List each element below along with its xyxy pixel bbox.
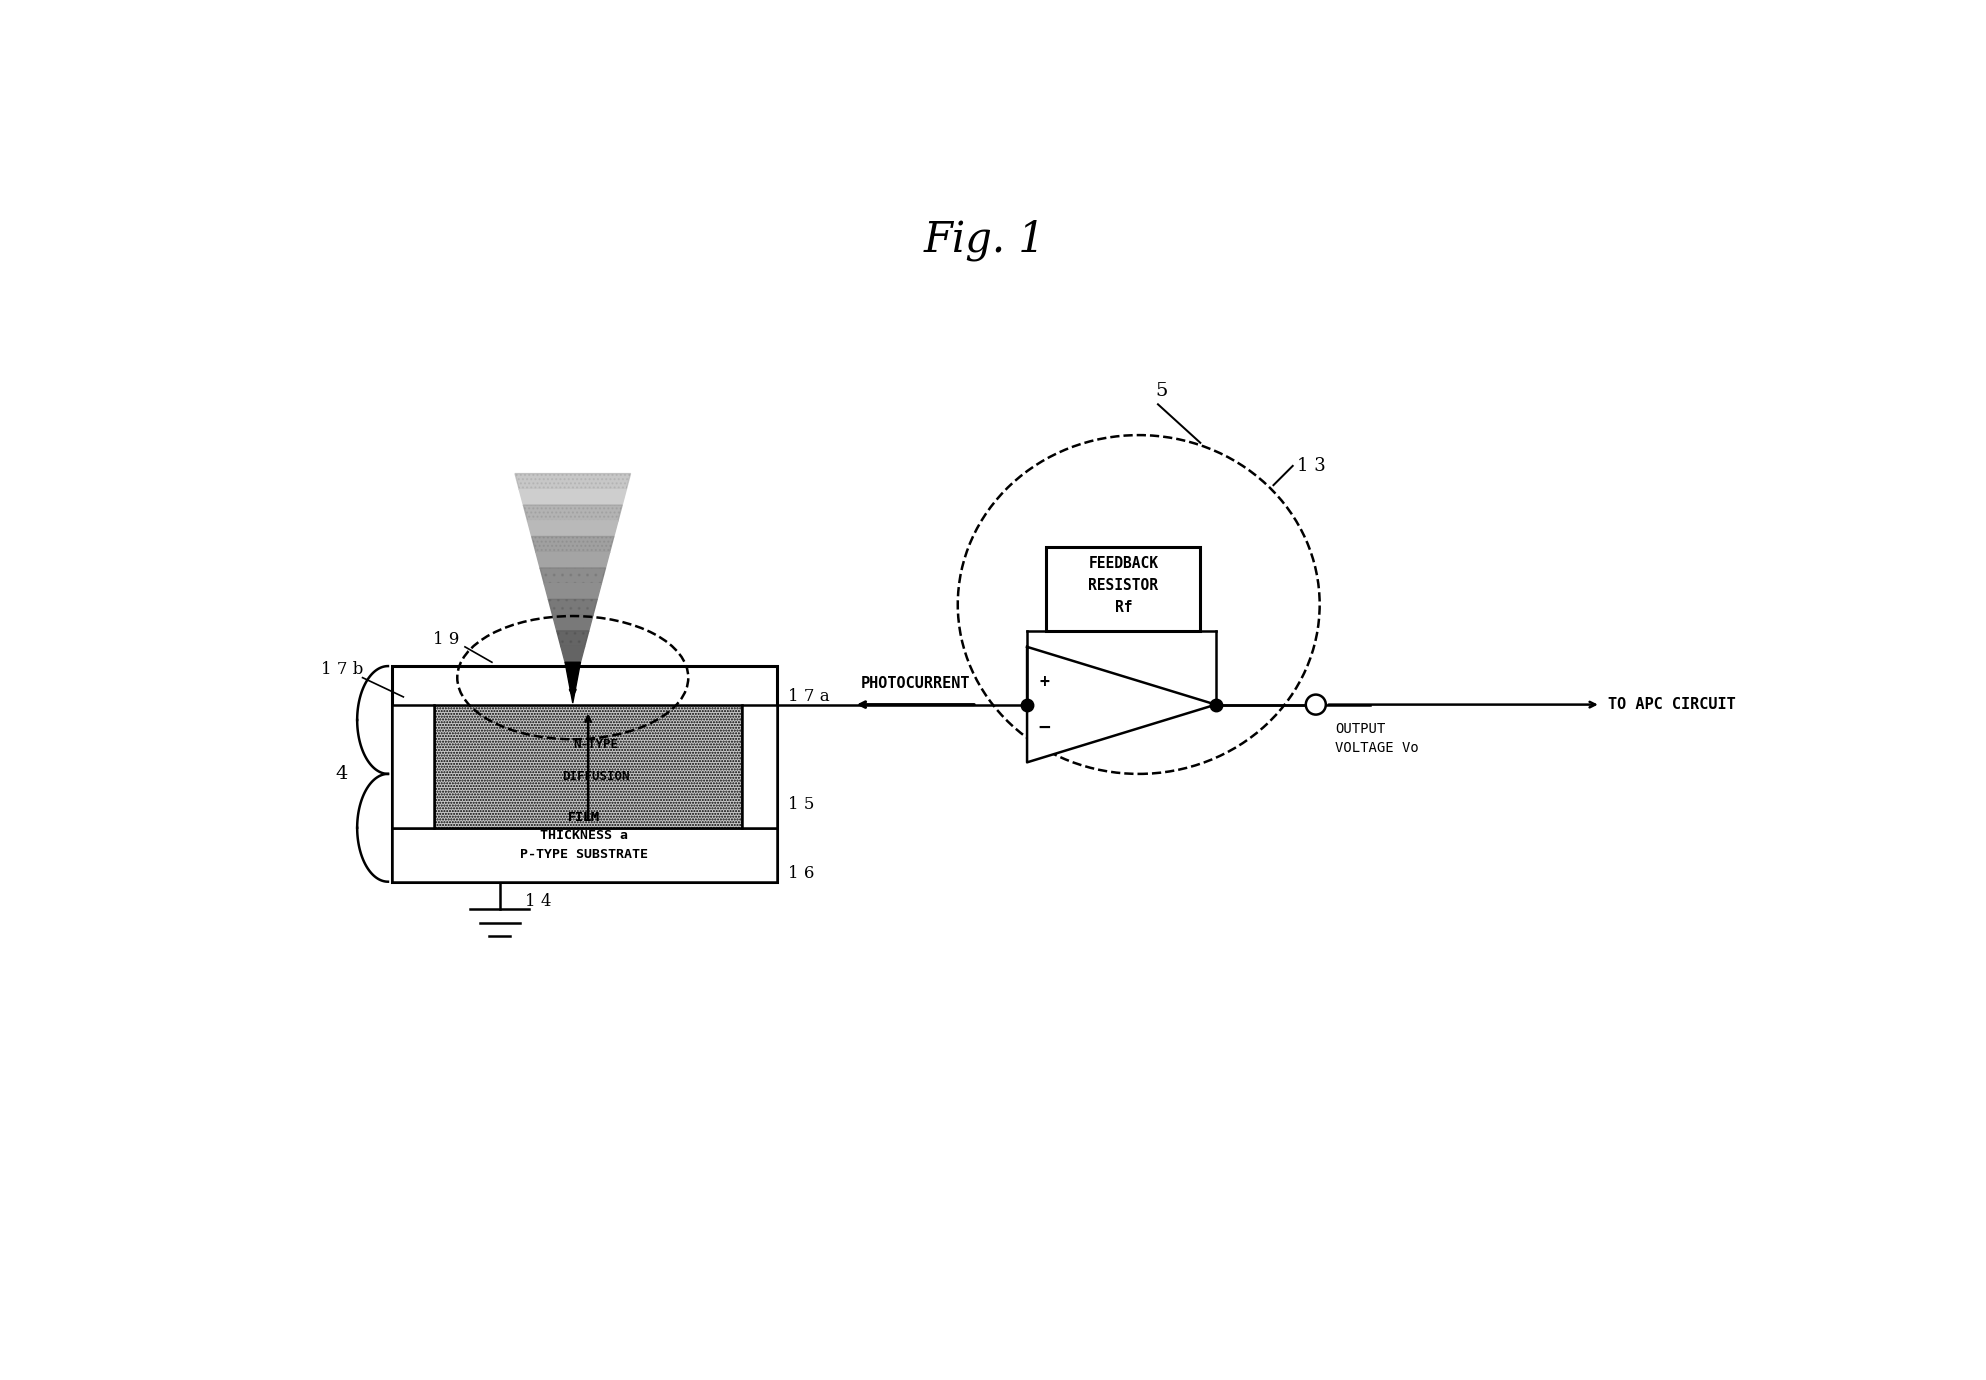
Text: OUTPUT
VOLTAGE Vo: OUTPUT VOLTAGE Vo (1335, 722, 1418, 755)
Polygon shape (532, 537, 614, 552)
Bar (1047, 546, 1200, 632)
Text: 1 3: 1 3 (1297, 457, 1325, 475)
Polygon shape (532, 537, 614, 552)
Text: FEEDBACK
RESISTOR
Rf: FEEDBACK RESISTOR Rf (1088, 556, 1158, 615)
Text: 1 7 b: 1 7 b (320, 661, 363, 679)
Bar (391, 705, 435, 828)
Text: 1 6: 1 6 (788, 865, 814, 882)
Text: N-TYPE: N-TYPE (574, 738, 618, 751)
Circle shape (1307, 694, 1327, 715)
Text: 1 7 a: 1 7 a (788, 689, 830, 705)
Text: DIFFUSION: DIFFUSION (562, 770, 630, 782)
Bar (391, 828, 777, 882)
Text: THICKNESS a: THICKNESS a (540, 829, 628, 842)
Polygon shape (548, 599, 598, 615)
Bar (435, 705, 743, 828)
Polygon shape (540, 569, 606, 584)
Text: Fig. 1: Fig. 1 (923, 219, 1047, 261)
Text: FILM: FILM (568, 811, 600, 824)
Text: 1 9: 1 9 (433, 631, 459, 647)
Text: TO APC CIRCUIT: TO APC CIRCUIT (1609, 697, 1736, 712)
Polygon shape (528, 520, 618, 537)
Text: 1 4: 1 4 (524, 893, 552, 911)
Polygon shape (524, 505, 622, 520)
Text: PHOTOCURRENT: PHOTOCURRENT (860, 676, 971, 691)
Text: 5: 5 (1156, 382, 1168, 400)
Text: −: − (1039, 718, 1051, 737)
Bar (743, 705, 777, 828)
Polygon shape (548, 599, 598, 615)
Polygon shape (514, 473, 630, 490)
Polygon shape (1027, 647, 1215, 762)
Polygon shape (518, 490, 626, 505)
Text: 1 8: 1 8 (554, 484, 580, 501)
Polygon shape (556, 631, 588, 646)
Polygon shape (560, 646, 584, 662)
Text: P-TYPE SUBSTRATE: P-TYPE SUBSTRATE (520, 849, 647, 861)
Text: FILM: FILM (568, 811, 600, 824)
Polygon shape (524, 505, 622, 520)
Polygon shape (540, 569, 606, 584)
Polygon shape (544, 584, 602, 599)
Text: 1 5: 1 5 (788, 796, 814, 813)
Text: +: + (1039, 672, 1049, 690)
Text: 4: 4 (336, 765, 348, 782)
Bar (391, 667, 777, 882)
Polygon shape (536, 552, 610, 569)
Polygon shape (552, 615, 594, 631)
Polygon shape (514, 473, 630, 490)
Polygon shape (566, 662, 580, 702)
Polygon shape (556, 631, 588, 646)
